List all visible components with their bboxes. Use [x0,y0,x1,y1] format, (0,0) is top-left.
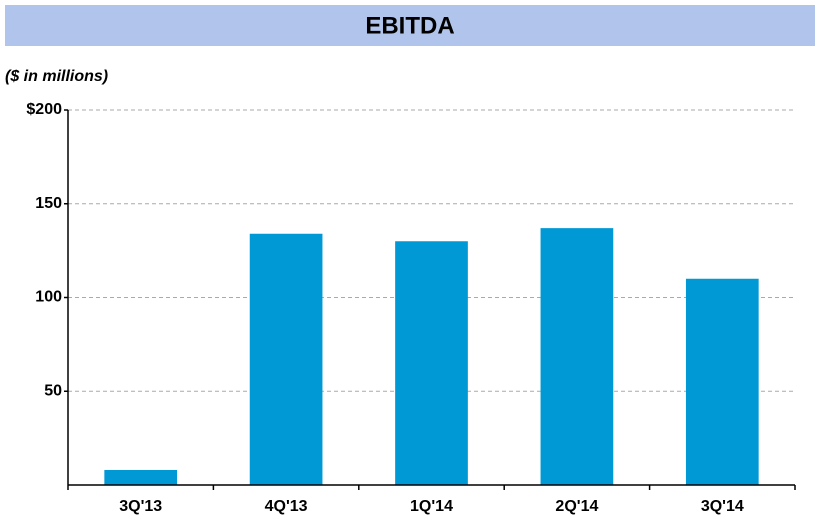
chart-title: EBITDA [365,12,454,39]
x-tick-label: 2Q'14 [555,498,598,515]
x-tick-label: 1Q'14 [410,498,453,515]
bar [104,470,178,485]
chart-subtitle: ($ in millions) [5,68,108,85]
x-tick-label: 3Q'13 [119,498,162,515]
x-tick-label: 3Q'14 [701,498,744,515]
bar [395,241,468,485]
y-tick-label: $200 [26,101,62,118]
bar [540,228,614,485]
x-tick-label: 4Q'13 [265,498,308,515]
y-tick-label: 50 [44,382,62,399]
title-banner [5,5,815,46]
bar [685,278,759,485]
y-tick-label: 150 [35,195,62,212]
y-tick-label: 100 [35,289,62,306]
bar [249,233,323,485]
